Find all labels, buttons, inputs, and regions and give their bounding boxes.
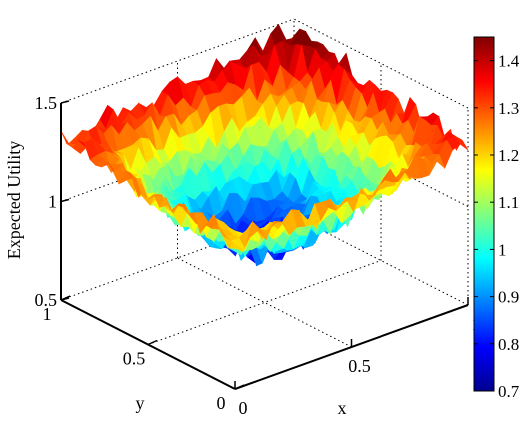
y-tick-label: 0 <box>217 393 226 413</box>
z-tick-label: 0.5 <box>35 290 58 310</box>
y-tick-label: 1 <box>43 304 52 324</box>
y-tick-mark <box>147 339 158 346</box>
z-tick-label: 1.5 <box>35 93 58 113</box>
z-axis-label: Expected Utility <box>4 141 24 259</box>
y-axis-label: y <box>136 393 145 413</box>
box-edge <box>60 18 295 104</box>
y-tick-label: 0.5 <box>123 349 146 369</box>
colorbar-gradient <box>473 36 495 392</box>
colorbar-tick-label: 0.9 <box>498 288 519 307</box>
colorbar-tick-label: 1 <box>498 240 507 259</box>
z-tick-mark <box>60 297 70 301</box>
z-tick-label: 1 <box>48 192 57 212</box>
colorbar: 0.7 0.8 0.9 1 1.1 1.2 1.3 1.4 <box>473 36 520 401</box>
colorbar-tick-label: 1.2 <box>498 146 519 165</box>
colorbar-tick-label: 0.7 <box>498 382 520 401</box>
y-tick-mark <box>234 384 245 390</box>
z-tick-mark <box>60 198 70 203</box>
colorbar-tick-label: 1.4 <box>498 52 520 71</box>
tick-labels: 00.5100.510.511.5 <box>35 93 481 418</box>
colorbar-tick-label: 0.8 <box>498 335 519 354</box>
box-edge <box>60 215 295 301</box>
colorbar-ticks: 0.7 0.8 0.9 1 1.1 1.2 1.3 1.4 <box>474 52 520 401</box>
colorbar-tick-label: 1.1 <box>498 193 519 212</box>
x-axis-label: x <box>338 398 347 418</box>
grid-line <box>147 260 382 345</box>
grid-line <box>60 117 295 202</box>
colorbar-tick-label: 1.3 <box>498 99 519 118</box>
surface-patch <box>228 243 244 252</box>
x-tick-label: 0 <box>239 398 248 418</box>
z-tick-mark <box>60 100 70 104</box>
grid-line <box>177 257 352 348</box>
box-edge <box>293 18 469 109</box>
surface-mesh <box>60 23 469 267</box>
axes-lines <box>60 100 469 390</box>
x-tick-label: 0.5 <box>348 356 371 376</box>
